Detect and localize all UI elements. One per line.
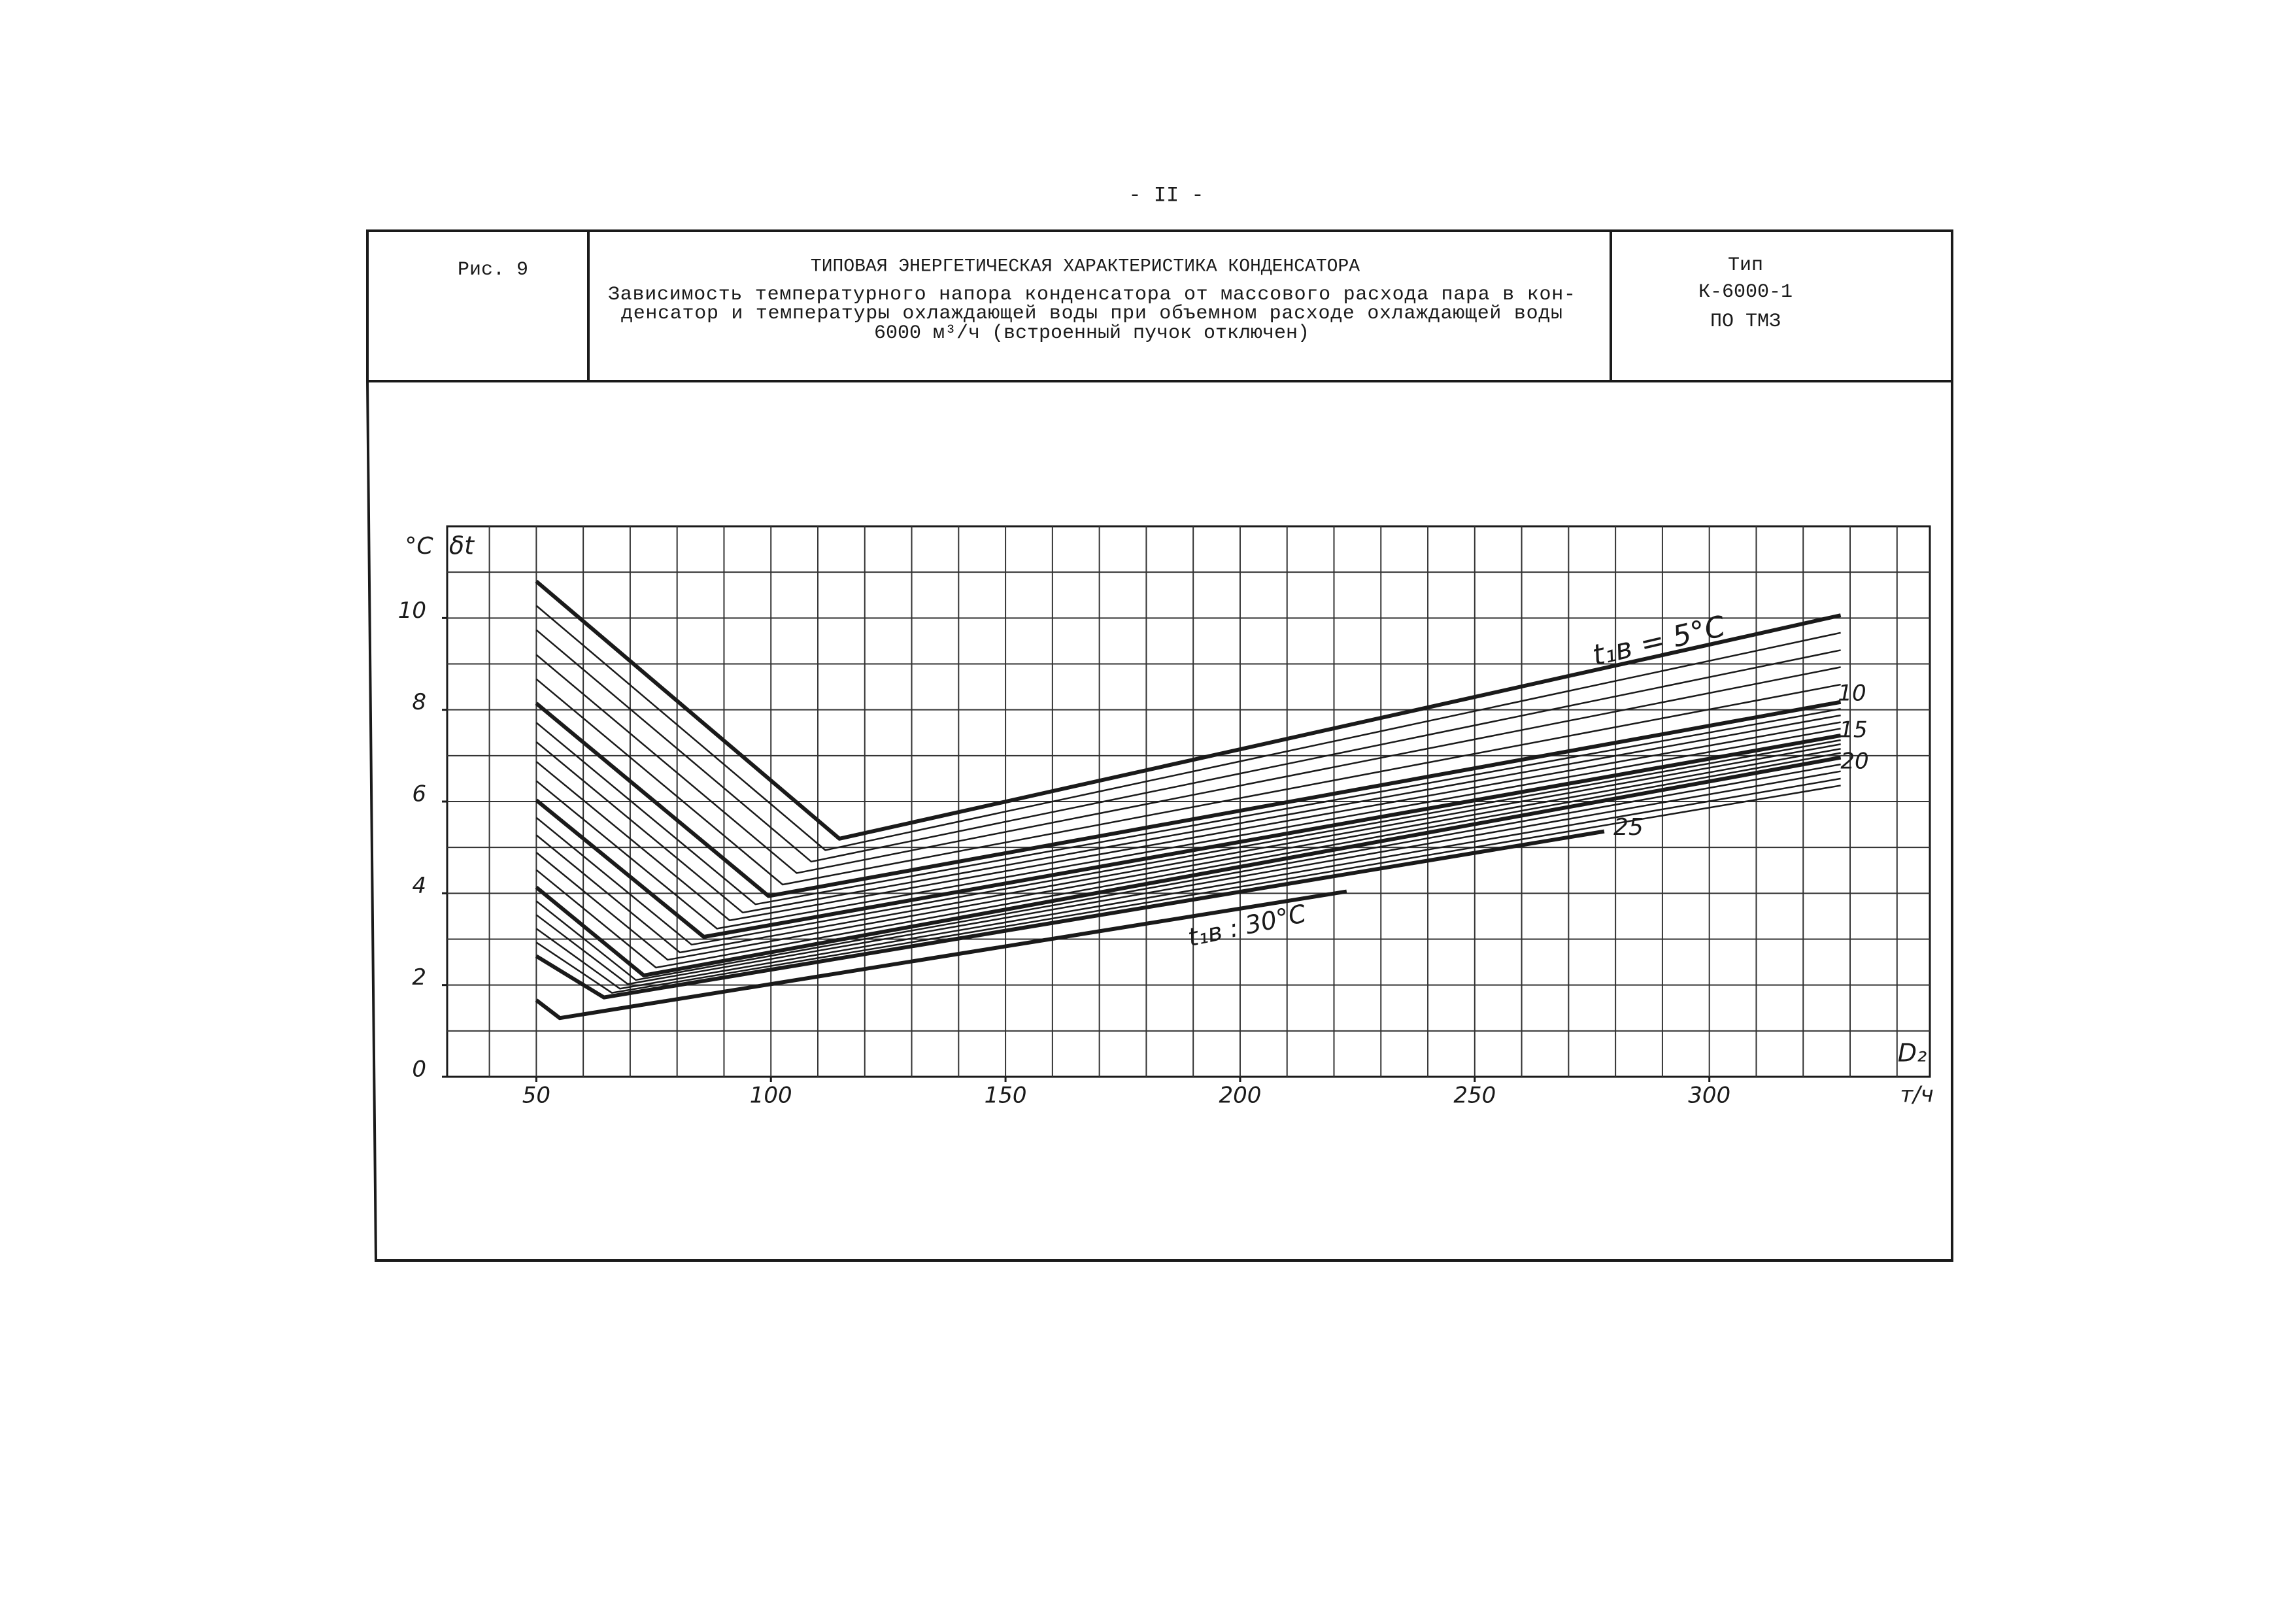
frame [366,229,1953,1262]
subtitle-line: Зависимость температурного напора конден… [608,284,1576,306]
curve [535,748,1841,961]
curve [535,579,1842,841]
curve [535,755,1842,977]
y-tick-label: 0 [412,1057,426,1083]
curve [535,700,1842,898]
x-tick-label: 200 [1219,1083,1261,1109]
curve [535,714,1841,914]
x-tick-label: 250 [1453,1083,1496,1109]
curve [535,785,1841,994]
page-number: - II - [1128,183,1204,207]
x-label: D₂ [1898,1039,1927,1068]
curve [535,752,1841,969]
curve [535,721,1841,921]
y-tick-label: 4 [412,873,426,899]
type-line: ПО ТМЗ [1710,311,1781,333]
curve [535,739,1841,946]
y-tick-label: 8 [412,689,426,715]
curve [535,654,1841,874]
curve [535,734,1842,939]
curve-label: 20 [1840,749,1868,775]
type-line: Тип [1728,254,1763,277]
curve [535,629,1841,863]
subtitle-line: 6000 м³/ч (встроенный пучок отключен) [874,322,1309,345]
curve [535,743,1841,954]
curve [535,678,1841,886]
subtitle-line: денсатор и температуры охлаждающей воды … [621,303,1562,325]
curve [535,605,1841,851]
header-box [366,229,1953,382]
curve [535,770,1841,985]
curve-label: 15 [1839,717,1867,743]
curve-label: 25 [1613,814,1644,841]
x-tick-label: 300 [1688,1083,1730,1109]
curve [535,728,1841,930]
figure-number: Рис. 9 [458,259,528,281]
curve [535,763,1841,981]
curve-label: 10 [1838,681,1866,707]
y-tick-label: 10 [398,598,426,624]
y-unit: °C [405,533,433,560]
chart-box [366,381,1953,1262]
curve [535,777,1841,990]
curve [535,829,1605,1000]
x-tick-label: 50 [522,1083,550,1109]
x-unit: т/ч [1900,1082,1933,1108]
y-label: δt [449,532,475,560]
x-tick-label: 100 [750,1083,792,1109]
x-tick-label: 150 [985,1083,1027,1109]
curve [535,708,1841,905]
header-title: ТИПОВАЯ ЭНЕРГЕТИЧЕСКАЯ ХАРАКТЕРИСТИКА КО… [811,256,1360,277]
y-tick-label: 6 [412,781,426,807]
curve [535,889,1347,1021]
y-tick-label: 2 [412,964,426,990]
type-line: К-6000-1 [1698,281,1793,303]
